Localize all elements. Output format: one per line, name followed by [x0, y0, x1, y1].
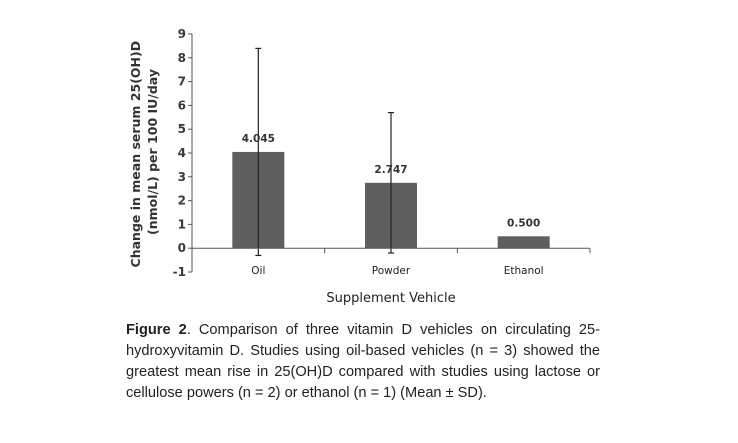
bar-ethanol	[497, 236, 550, 249]
bar-chart: -1 0 1 2 3 4 5 6 7 8 9 4.045 Oil 2.747 Powder 0.500 Eth…	[128, 27, 591, 306]
y-axis-label: Change in mean serum 25(OH)D (nmol/L) pe…	[128, 37, 160, 268]
y-tick-label: 5	[178, 122, 186, 136]
y-tick-label: 1	[178, 217, 186, 231]
x-axis-label: Supplement Vehicle	[326, 291, 455, 306]
caption-label: Figure 2	[126, 322, 187, 338]
category-label: Powder	[372, 265, 411, 277]
y-tick-label: 4	[178, 146, 186, 160]
y-axis-label-line-2: (nmol/L) per 100 IU/day	[145, 69, 160, 235]
y-tick-label: 2	[178, 194, 186, 208]
y-tick-label: 7	[178, 75, 186, 89]
y-tick-label: 9	[178, 27, 186, 41]
y-axis-label-line-1: Change in mean serum 25(OH)D	[128, 41, 143, 268]
y-tick-label: 0	[178, 241, 186, 255]
data-label: 0.500	[507, 217, 540, 229]
y-tick-label: 3	[178, 170, 186, 184]
category-label: Oil	[251, 265, 265, 277]
y-tick-label: 8	[178, 51, 186, 65]
y-tick-label: -1	[173, 265, 186, 279]
category-label: Ethanol	[504, 265, 544, 277]
caption-text: . Comparison of three vitamin D vehicles…	[126, 322, 601, 401]
figure-caption: Figure 2. Comparison of three vitamin D …	[126, 320, 600, 404]
y-tick-label: 6	[178, 98, 186, 112]
data-label: 4.045	[242, 133, 275, 145]
data-label: 2.747	[374, 164, 407, 176]
